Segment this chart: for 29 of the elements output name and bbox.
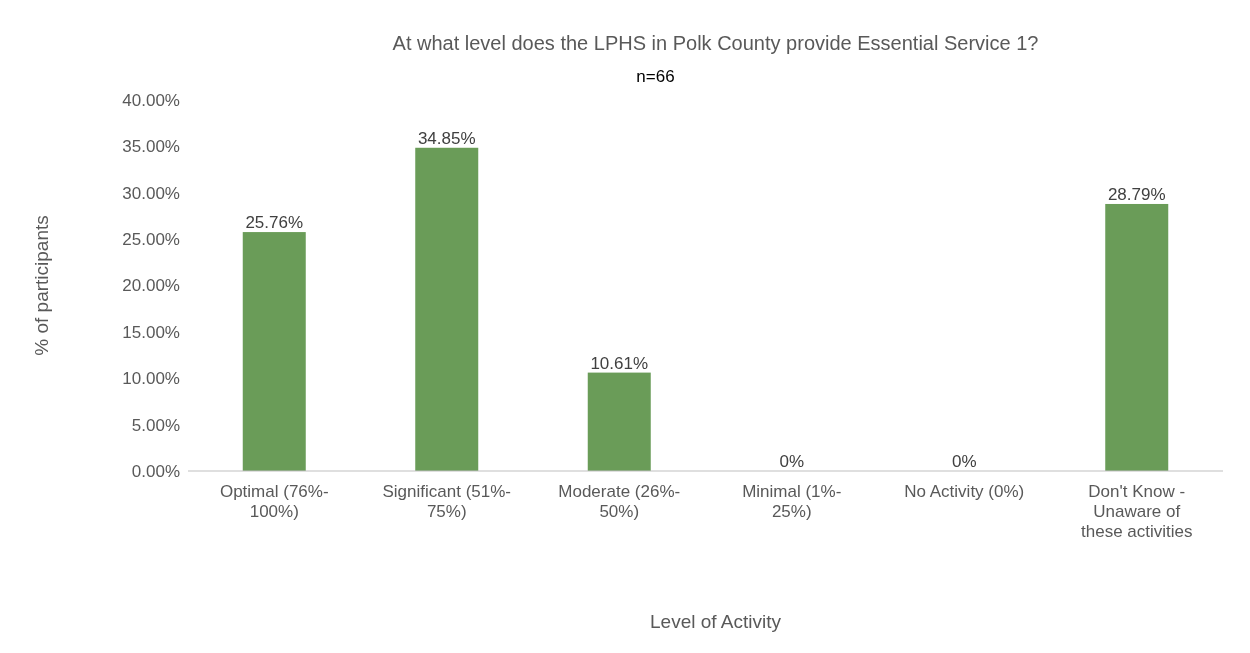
data-label: 0% [951, 452, 977, 471]
x-tick-label: No Activity (0%) [904, 482, 1025, 501]
x-tick-label: Moderate (26%-50%) [558, 482, 681, 521]
data-label: 34.85% [417, 128, 476, 148]
y-tick-label: 5.00% [131, 415, 180, 435]
y-tick-label: 0.00% [131, 461, 180, 481]
y-tick-label: 35.00% [122, 137, 180, 157]
x-tick-label: Minimal (1%-25%) [742, 482, 842, 521]
data-label: 25.76% [245, 213, 304, 233]
y-axis-title: % of participants [31, 215, 52, 356]
bar [415, 147, 479, 471]
x-tick-label: Significant (51%-75%) [382, 482, 512, 521]
y-tick-label: 15.00% [122, 322, 180, 342]
bar [1105, 203, 1169, 471]
chart-title: At what level does the LPHS in Polk County provide Essential Service 1? [392, 32, 1039, 54]
text: n=66 [636, 67, 675, 86]
y-tick-label: 30.00% [122, 183, 180, 203]
data-label: 28.79% [1107, 184, 1166, 204]
bar [587, 372, 651, 471]
y-tick-label: 20.00% [122, 276, 180, 296]
data-label: 0% [779, 452, 805, 471]
y-tick-label: 40.00% [122, 90, 180, 110]
x-tick-label: Optimal (76%-100%) [219, 482, 329, 521]
x-axis-title: Level of Activity [650, 611, 782, 632]
bar [242, 232, 306, 471]
data-label: 10.61% [590, 353, 649, 373]
y-tick-label: 25.00% [122, 230, 180, 250]
y-tick-label: 10.00% [122, 369, 180, 389]
x-tick-label: Don't Know - Unaware of these activities [1081, 482, 1193, 541]
